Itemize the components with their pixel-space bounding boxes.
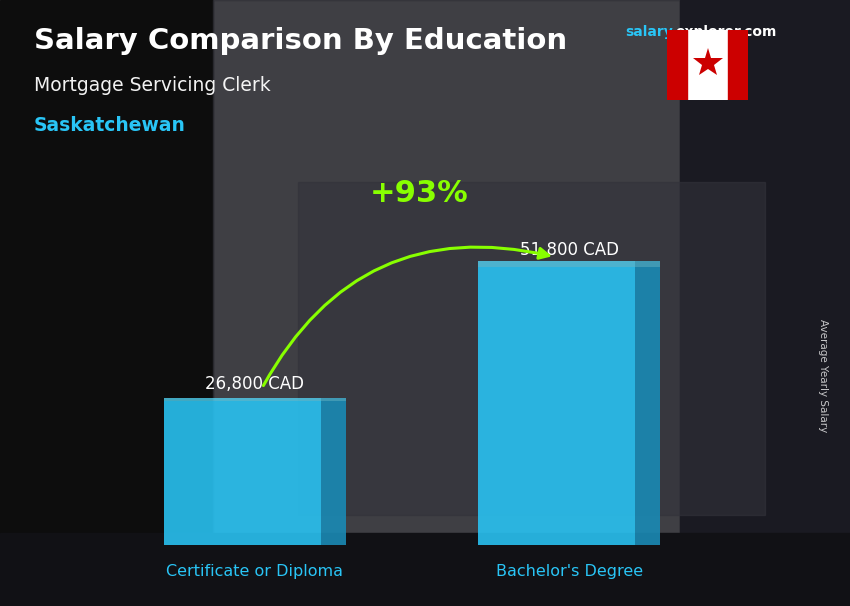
Text: Saskatchewan: Saskatchewan bbox=[34, 116, 186, 135]
Bar bbox=[321, 401, 346, 545]
Bar bbox=[0, 0, 212, 606]
Text: salary: salary bbox=[625, 25, 672, 39]
Text: Average Yearly Salary: Average Yearly Salary bbox=[818, 319, 828, 432]
Bar bbox=[164, 401, 321, 545]
Text: Certificate or Diploma: Certificate or Diploma bbox=[167, 564, 343, 579]
Text: 51,800 CAD: 51,800 CAD bbox=[519, 241, 619, 259]
Bar bbox=[212, 0, 680, 606]
Bar bbox=[635, 261, 660, 267]
Text: Salary Comparison By Education: Salary Comparison By Education bbox=[34, 27, 567, 55]
Bar bbox=[298, 182, 765, 515]
Bar bbox=[0, 533, 850, 606]
Text: Mortgage Servicing Clerk: Mortgage Servicing Clerk bbox=[34, 76, 271, 95]
Bar bbox=[728, 30, 748, 100]
Bar bbox=[635, 267, 660, 545]
Bar bbox=[667, 30, 688, 100]
Bar bbox=[680, 0, 850, 606]
Text: 26,800 CAD: 26,800 CAD bbox=[206, 375, 304, 393]
Bar bbox=[321, 398, 346, 401]
Bar bbox=[688, 30, 728, 100]
Bar bbox=[478, 261, 635, 267]
Bar bbox=[164, 398, 321, 401]
Text: explorer.com: explorer.com bbox=[676, 25, 777, 39]
Bar bbox=[478, 267, 635, 545]
Text: +93%: +93% bbox=[370, 179, 468, 208]
Text: Bachelor's Degree: Bachelor's Degree bbox=[496, 564, 643, 579]
